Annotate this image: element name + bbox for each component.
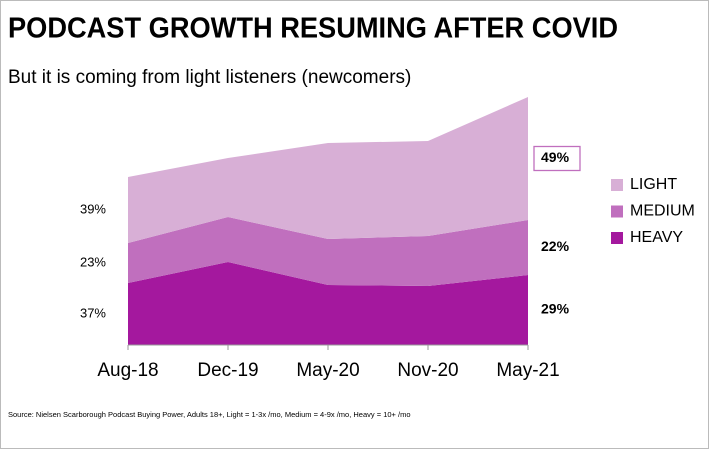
source-note: Source: Nielsen Scarborough Podcast Buyi… xyxy=(8,410,411,419)
chart-subtitle: But it is coming from light listeners (n… xyxy=(8,67,411,88)
legend-label: MEDIUM xyxy=(630,203,695,220)
area xyxy=(128,217,528,286)
share-label: 22% xyxy=(541,238,570,254)
highlight-box xyxy=(533,145,581,172)
area xyxy=(128,97,528,243)
x-tick-label: Nov-20 xyxy=(397,360,458,381)
share-label: 39% xyxy=(80,201,106,216)
legend-label: HEAVY xyxy=(630,229,683,246)
legend-swatch xyxy=(611,232,623,244)
share-label: 37% xyxy=(80,305,106,320)
share-label: 23% xyxy=(80,254,106,269)
legend-swatch xyxy=(611,205,623,218)
x-tick-label: May-21 xyxy=(496,360,559,381)
share-label: 49% xyxy=(541,149,570,165)
x-tick-label: Aug-18 xyxy=(97,360,158,381)
share-label: 29% xyxy=(541,301,570,317)
legend-swatch xyxy=(611,179,623,191)
x-tick-label: Dec-19 xyxy=(197,360,258,381)
area xyxy=(128,262,528,345)
chart-title: PODCAST GROWTH RESUMING AFTER COVID xyxy=(8,13,618,45)
legend-label: LIGHT xyxy=(630,176,677,193)
x-tick-label: May-20 xyxy=(296,360,359,381)
